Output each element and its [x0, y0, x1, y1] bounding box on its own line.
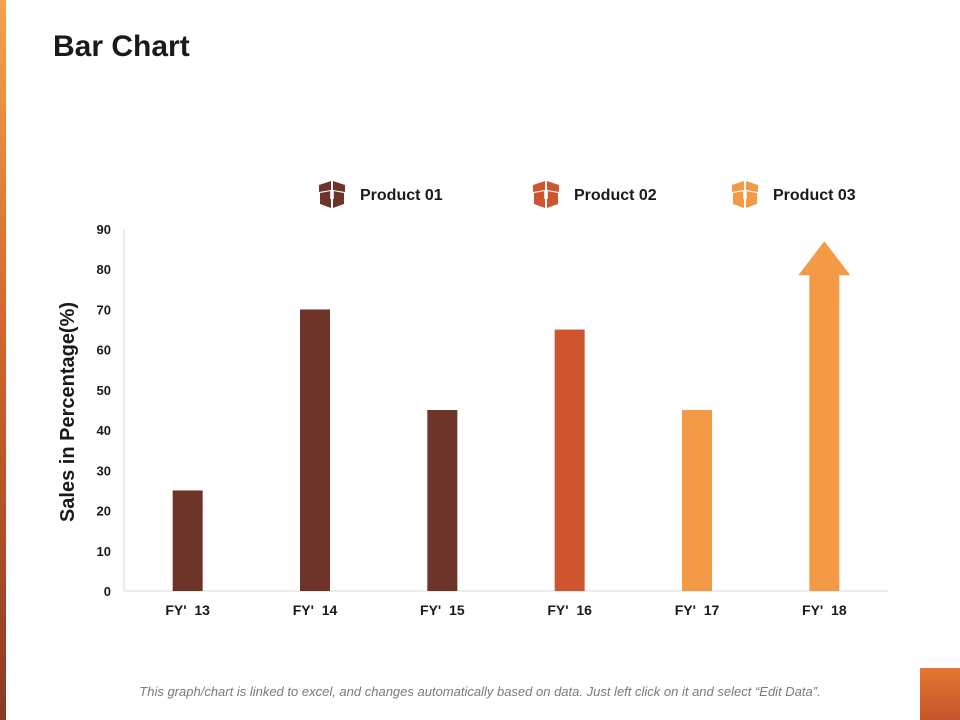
y-tick-label: 90: [97, 222, 111, 237]
x-tick-label: FY' 13: [165, 602, 210, 618]
legend-item: Product 02: [533, 181, 657, 208]
box-icon: [533, 181, 559, 208]
x-tick-label: FY' 15: [420, 602, 465, 618]
corner-accent-block: [920, 668, 960, 720]
legend-item: Product 03: [732, 181, 856, 208]
page-title: Bar Chart: [53, 30, 190, 63]
left-accent-strip: [0, 0, 6, 720]
y-tick-label: 80: [97, 262, 111, 277]
bar: [554, 329, 585, 591]
y-tick-label: 0: [104, 584, 111, 599]
x-tick-label: FY' 18: [802, 602, 847, 618]
bar: [427, 410, 458, 591]
y-tick-label: 30: [97, 463, 111, 478]
bar: [172, 490, 203, 591]
legend-item: Product 01: [319, 181, 443, 208]
legend-label: Product 02: [574, 187, 657, 204]
box-icon: [732, 181, 758, 208]
y-tick-label: 70: [97, 302, 111, 317]
bar: [682, 410, 712, 591]
legend-label: Product 03: [773, 187, 856, 204]
y-tick-label: 60: [97, 343, 111, 358]
y-axis-title: Sales in Percentage(%): [57, 302, 79, 522]
x-tick-label: FY' 16: [547, 602, 592, 618]
bar-arrow: [798, 241, 851, 591]
footer-note: This graph/chart is linked to excel, and…: [139, 684, 821, 699]
y-tick-label: 50: [97, 383, 111, 398]
box-icon: [319, 181, 345, 208]
y-tick-label: 20: [97, 504, 111, 519]
x-tick-label: FY' 14: [293, 602, 338, 618]
y-tick-label: 40: [97, 423, 111, 438]
x-tick-label: FY' 17: [675, 602, 720, 618]
bar: [300, 309, 330, 591]
y-tick-label: 10: [97, 544, 111, 559]
legend-label: Product 01: [360, 187, 443, 204]
